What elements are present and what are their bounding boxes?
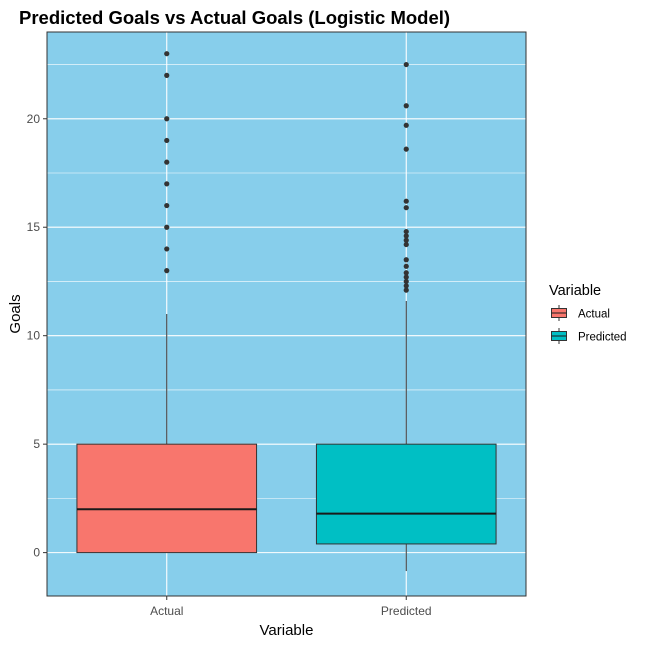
outlier-point [403, 263, 409, 269]
box-predicted [315, 61, 497, 572]
outlier-point [403, 233, 409, 239]
outlier-point [403, 237, 409, 243]
outlier-point [403, 287, 409, 293]
y-axis: 0 5 10 15 20 [27, 112, 47, 560]
legend-key-predicted [551, 328, 567, 344]
outlier-point [403, 257, 409, 263]
outlier-point [403, 270, 409, 276]
plot-panel-border [46, 31, 527, 597]
x-tick-label: Predicted [381, 604, 432, 618]
x-axis-title: Variable [260, 622, 314, 639]
boxes-layer [76, 51, 497, 572]
outlier-point [403, 278, 409, 285]
outlier-point [403, 198, 409, 204]
box-iqr [76, 443, 258, 554]
outlier-point [164, 116, 170, 122]
outlier-point [164, 224, 170, 230]
y-tick-label: 20 [27, 112, 41, 126]
outlier-point [164, 246, 170, 252]
outlier-point [403, 274, 409, 280]
legend: Variable Actual Predicted [549, 283, 627, 344]
box-iqr [315, 443, 497, 545]
y-tick-label: 0 [33, 546, 40, 560]
y-tick-label: 5 [33, 437, 40, 451]
x-tick-label: Actual [150, 604, 183, 618]
outlier-point [403, 146, 409, 152]
outlier-point [403, 205, 409, 211]
legend-key-actual [551, 305, 567, 321]
outlier-point [164, 72, 170, 78]
outlier-point [403, 241, 409, 248]
outlier-point [403, 228, 409, 235]
outlier-point [164, 202, 170, 209]
y-tick-label: 15 [27, 220, 41, 234]
outlier-point [164, 181, 170, 187]
legend-title: Variable [549, 283, 601, 299]
outlier-point [403, 122, 409, 128]
chart-title: Predicted Goals vs Actual Goals (Logisti… [19, 7, 450, 28]
y-tick-label: 10 [27, 329, 41, 343]
outlier-point [164, 51, 170, 57]
outlier-point [164, 159, 170, 165]
outlier-point [164, 268, 170, 274]
outlier-point [403, 61, 409, 68]
x-axis: Actual Predicted [150, 596, 432, 618]
outlier-point [403, 103, 409, 109]
legend-label: Actual [578, 309, 610, 321]
outlier-point [403, 283, 409, 289]
y-axis-title: Goals [7, 294, 24, 333]
outlier-point [164, 137, 170, 144]
box-actual [76, 51, 258, 554]
legend-label: Predicted [578, 332, 627, 344]
